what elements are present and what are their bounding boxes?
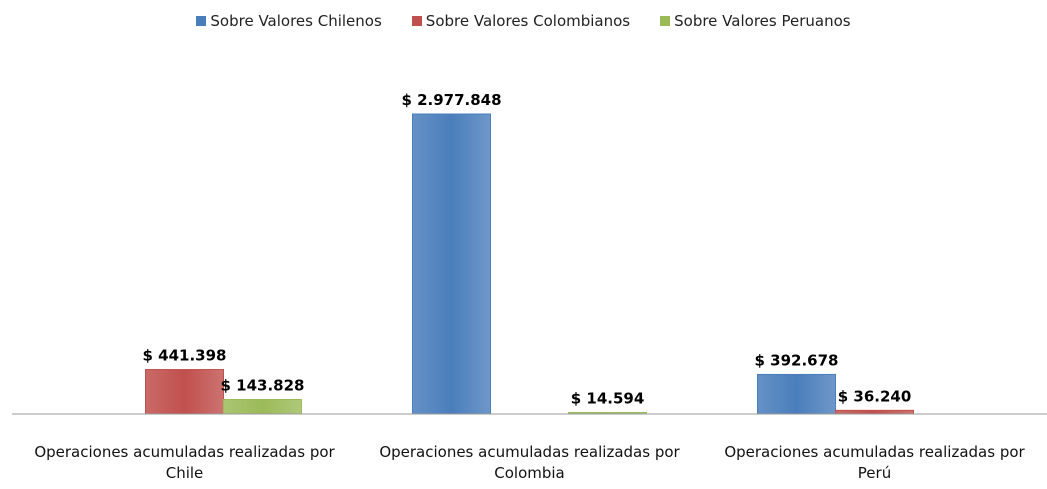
data-label: $ 14.594 (571, 390, 645, 408)
data-label: $ 36.240 (838, 387, 912, 405)
legend-label: Sobre Valores Chilenos (210, 12, 382, 30)
legend-label: Sobre Valores Peruanos (674, 12, 851, 30)
bar (412, 113, 491, 415)
legend-item: Sobre Valores Chilenos (196, 12, 382, 30)
legend-label: Sobre Valores Colombianos (425, 12, 631, 30)
data-label: $ 392.678 (755, 351, 839, 369)
legend-swatch (196, 16, 207, 26)
x-tick-label: Operaciones acumuladas realizadas por Ch… (34, 443, 335, 482)
data-label: $ 143.828 (221, 377, 305, 395)
legend-swatch (411, 16, 422, 26)
x-tick-label: Operaciones acumuladas realizadas por Pe… (724, 443, 1025, 482)
bar (145, 369, 224, 415)
legend: Sobre Valores Chilenos Sobre Valores Colo… (0, 12, 1047, 30)
bar (757, 373, 836, 415)
legend-item: Sobre Valores Colombianos (411, 12, 631, 30)
bar (223, 399, 302, 415)
bar (835, 409, 914, 415)
data-label: $ 2.977.848 (401, 91, 501, 109)
legend-swatch (660, 16, 671, 26)
legend-item: Sobre Valores Peruanos (660, 12, 851, 30)
data-label: $ 441.398 (143, 347, 227, 365)
x-tick-label: Operaciones acumuladas realizadas por Co… (379, 443, 680, 482)
